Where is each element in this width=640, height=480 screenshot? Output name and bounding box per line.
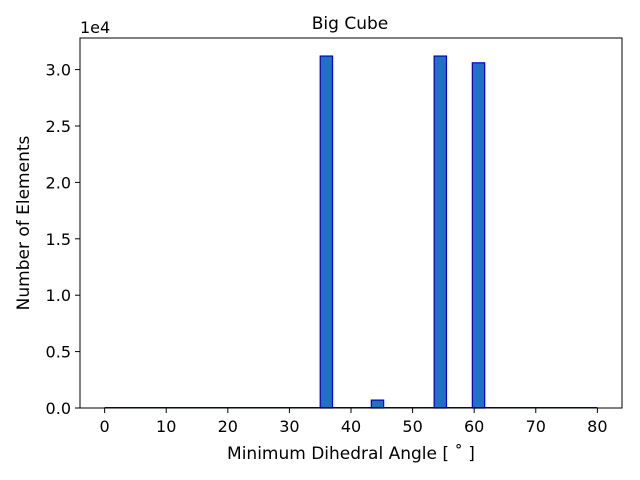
y-tick-label-4: 2.0 (46, 173, 71, 192)
y-tick-label-5: 2.5 (46, 117, 71, 136)
y-axis-offset-label: 1e4 (80, 18, 110, 37)
y-tick-label-1: 0.5 (46, 343, 71, 362)
y-tick-label-2: 1.0 (46, 286, 71, 305)
histogram-bar-3 (471, 62, 486, 409)
histogram-bar-1 (370, 399, 385, 409)
y-tick-label-3: 1.5 (46, 230, 71, 249)
y-axis-label: Number of Elements (14, 136, 34, 311)
x-axis-label: Minimum Dihedral Angle [ ˚ ] (227, 443, 475, 464)
x-tick-label-2: 20 (218, 417, 238, 436)
y-tick-label-6: 3.0 (46, 61, 71, 80)
plot-frame (79, 37, 623, 409)
chart-title: Big Cube (312, 14, 388, 34)
histogram-bar-2 (433, 55, 448, 409)
x-tick-label-3: 30 (279, 417, 299, 436)
x-tick-label-7: 70 (526, 417, 546, 436)
x-tick-label-4: 40 (341, 417, 361, 436)
x-tick-label-1: 10 (156, 417, 176, 436)
histogram-bar-0 (319, 55, 334, 409)
y-tick-label-0: 0.0 (46, 399, 71, 418)
x-tick-label-5: 50 (402, 417, 422, 436)
x-tick-label-6: 60 (464, 417, 484, 436)
x-tick-label-0: 0 (100, 417, 110, 436)
x-tick-label-8: 80 (587, 417, 607, 436)
